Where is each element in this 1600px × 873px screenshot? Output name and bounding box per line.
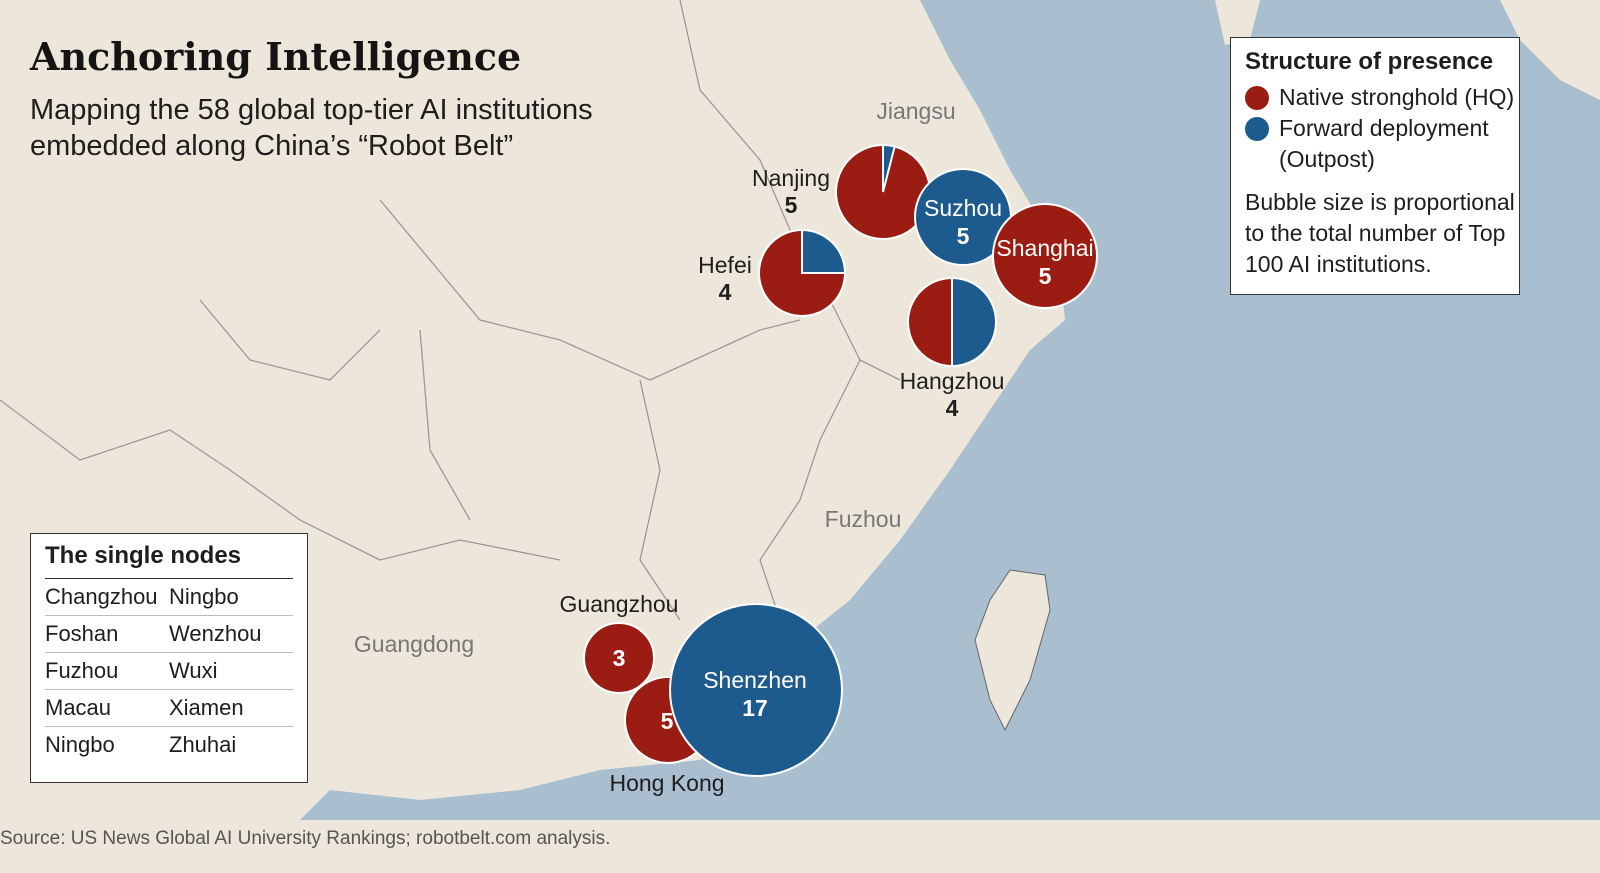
cell: Fuzhou xyxy=(45,658,119,683)
forward-slice-nanjing xyxy=(882,143,896,193)
single-nodes-table: The single nodes Changzhou Ningbo Foshan W… xyxy=(30,533,308,783)
bubble-shenzhen xyxy=(669,603,843,777)
legend-forward: Forward deployment (Outpost) xyxy=(1245,113,1519,175)
forward-dot-icon xyxy=(1245,117,1269,141)
city-label-hong-kong: Hong Kong xyxy=(609,770,725,796)
legend-native-label: Native stronghold (HQ) xyxy=(1279,84,1515,110)
city-total-hong-kong: 5 xyxy=(660,708,674,734)
region-label-jiangsu: Jiangsu xyxy=(876,98,956,124)
source-note: Source: US News Global AI University Ran… xyxy=(0,828,611,849)
korea xyxy=(1215,0,1260,45)
cell: Ningbo xyxy=(169,584,239,609)
cell: Wenzhou xyxy=(169,621,262,646)
cell: Changzhou xyxy=(45,584,158,609)
cell: Ningbo xyxy=(45,732,115,757)
forward-slice-hangzhou xyxy=(951,276,997,368)
cell: Wuxi xyxy=(169,658,218,683)
single-nodes-title: The single nodes xyxy=(45,542,293,579)
cell: Xiamen xyxy=(169,695,244,720)
city-total-guangzhou: 3 xyxy=(612,645,626,671)
city-label-nanjing: Nanjing 5 xyxy=(752,165,830,218)
table-row: Ningbo Zhuhai xyxy=(45,727,293,763)
cell: Macau xyxy=(45,695,112,720)
city-label-shanghai: Shanghai 5 xyxy=(996,235,1094,289)
province-borders xyxy=(0,0,901,621)
region-label-fuzhou: Fuzhou xyxy=(824,506,902,532)
native-dot-icon xyxy=(1245,86,1269,110)
city-label-hangzhou: Hangzhou 4 xyxy=(899,368,1005,421)
legend-forward-label: Forward deployment (Outpost) xyxy=(1279,115,1489,172)
legend-native: Native stronghold (HQ) xyxy=(1245,82,1519,113)
bubble-shanghai xyxy=(992,203,1098,309)
cell: Foshan xyxy=(45,621,119,646)
table-row: Foshan Wenzhou xyxy=(45,616,293,653)
page-title: Anchoring Intelligence xyxy=(30,34,522,79)
table-row: Macau Xiamen xyxy=(45,690,293,727)
taiwan xyxy=(974,569,1051,732)
city-label-shenzhen: Shenzhen 17 xyxy=(703,667,807,721)
city-label-guangzhou: Guangzhou xyxy=(559,591,679,617)
bubble-guangzhou xyxy=(583,622,655,694)
page-subtitle: Mapping the 58 global top-tier AI instit… xyxy=(30,94,593,162)
region-label-guangdong: Guangdong xyxy=(353,631,475,657)
cell: Zhuhai xyxy=(169,732,237,757)
legend-note: Bubble size is proportional to the total… xyxy=(1245,189,1515,277)
city-label-hefei: Hefei 4 xyxy=(698,252,752,305)
legend: Structure of presence Native stronghold … xyxy=(1230,37,1520,295)
japan xyxy=(1500,0,1600,100)
table-row: Changzhou Ningbo xyxy=(45,579,293,616)
city-bubbles xyxy=(583,143,1098,777)
city-label-suzhou: Suzhou 5 xyxy=(923,195,1003,249)
table-row: Fuzhou Wuxi xyxy=(45,653,293,690)
forward-slice-hefei xyxy=(801,228,847,274)
legend-title: Structure of presence xyxy=(1245,48,1494,75)
